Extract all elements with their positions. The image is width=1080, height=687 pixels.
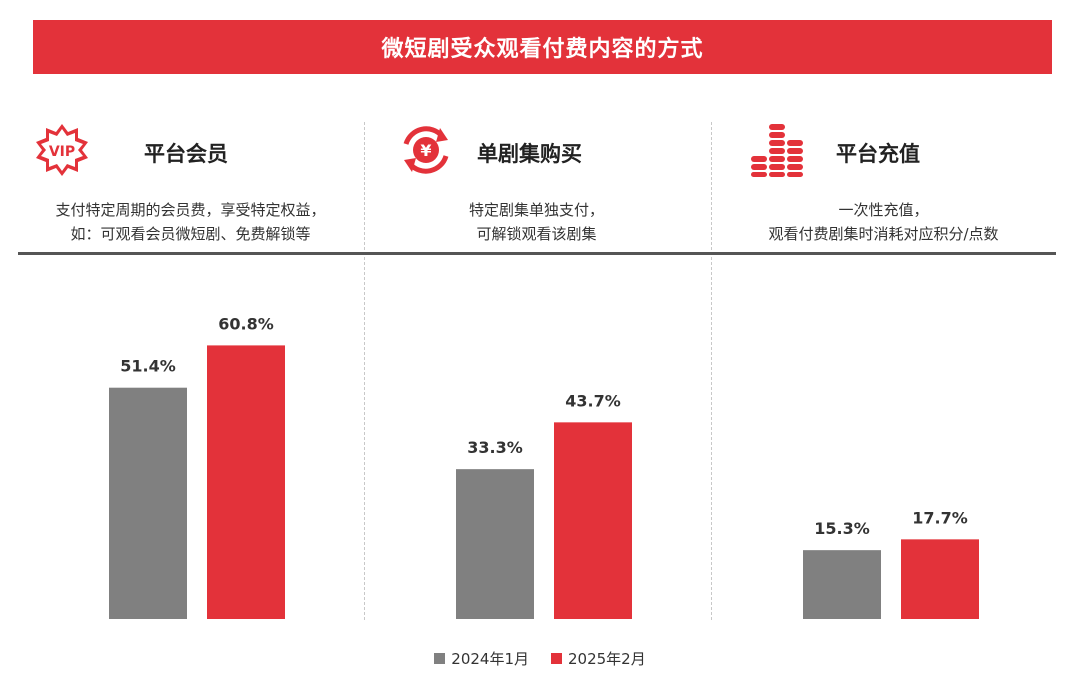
bar [207,345,285,619]
legend-label: 2025年2月 [568,649,646,668]
panel-title-membership: 平台会员 [144,142,228,166]
legend-item: 2024年1月 [434,648,529,669]
bar [554,422,632,619]
bar [456,469,534,619]
page-title: 微短剧受众观看付费内容的方式 [381,37,704,62]
data-label: 15.3% [814,519,870,538]
legend-item: 2025年2月 [551,648,646,669]
data-label: 17.7% [912,508,968,527]
chart-legend: 2024年1月 2025年2月 [0,646,1080,670]
header-divider [18,252,1056,255]
panel-title-recharge: 平台充值 [836,142,920,166]
panel-header: 平台充值 [711,118,1056,182]
description-line: 可解锁观看该剧集 [476,225,597,243]
panel-recharge: 平台充值 一次性充值， 观看付费剧集时消耗对应积分/点数 [711,118,1056,618]
data-label: 43.7% [565,391,621,410]
panel-title-single-purchase: 单剧集购买 [477,142,582,166]
bar [803,550,881,619]
legend-swatch [551,652,562,664]
description-line: 支付特定周期的会员费，享受特定权益， [55,201,326,219]
panel-description: 一次性充值， 观看付费剧集时消耗对应积分/点数 [711,198,1056,246]
coin-stacks-icon [747,122,807,178]
panel-description: 特定剧集单独支付， 可解锁观看该剧集 [364,198,709,246]
panel-single-purchase: ¥ 单剧集购买 特定剧集单独支付， 可解锁观看该剧集 [364,118,709,618]
legend-swatch [434,652,446,664]
svg-text:¥: ¥ [420,141,431,160]
data-label: 51.4% [120,357,176,376]
svg-text:VIP: VIP [49,144,75,160]
bar [901,539,979,619]
vip-badge-icon: VIP [32,122,92,178]
panel-header: VIP 平台会员 [18,118,363,182]
legend-label: 2024年1月 [451,649,529,668]
column-divider [711,122,712,620]
data-label: 60.8% [218,314,274,333]
description-line: 一次性充值， [838,201,929,219]
description-line: 特定剧集单独支付， [468,201,604,219]
panel-description: 支付特定周期的会员费，享受特定权益， 如：可观看会员微短剧、免费解锁等 [18,198,363,246]
panel-header: ¥ 单剧集购买 [364,118,709,182]
yuan-exchange-icon: ¥ [396,122,456,178]
column-divider [364,122,365,620]
panel-membership: VIP 平台会员 支付特定周期的会员费，享受特定权益， 如：可观看会员微短剧、免… [18,118,363,618]
title-bar: 微短剧受众观看付费内容的方式 [33,20,1052,74]
bar [109,387,187,619]
description-line: 观看付费剧集时消耗对应积分/点数 [768,225,999,243]
data-label: 33.3% [467,438,523,457]
description-line: 如：可观看会员微短剧、免费解锁等 [70,225,311,243]
